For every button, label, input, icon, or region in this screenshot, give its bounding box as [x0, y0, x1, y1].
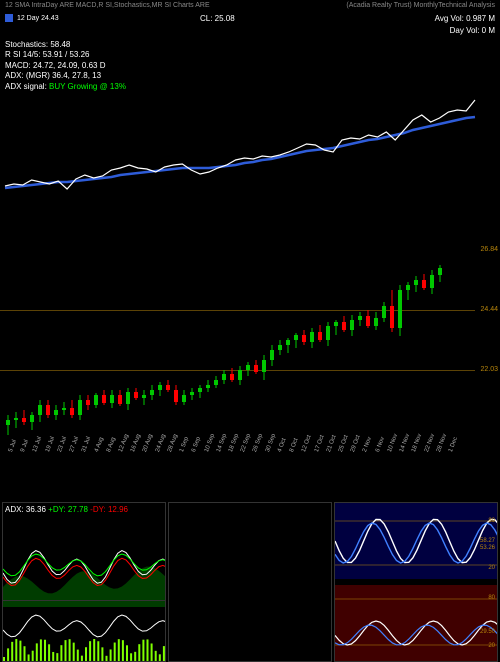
candle-chart-panel: 26.8424.4422.03: [0, 240, 500, 440]
date-axis: 5 Jul9 Jul13 Jul19 Jul23 Jul27 Jul31 Jul…: [0, 445, 500, 485]
avg-vol: Avg Vol: 0.987 M: [435, 14, 495, 23]
header-right: (Acadia Realty Trust) MonthlyTechnical A…: [346, 2, 495, 9]
header-top-right: (Acadia Realty Trust) MonthlyTechnical A…: [346, 2, 495, 9]
adx-macd-panel: ADX: 36.36 +DY: 27.78 -DY: 12.96: [2, 502, 166, 662]
line-chart-panel: [0, 90, 500, 230]
day-vol: Day Vol: 0 M: [450, 26, 495, 35]
indicator-info: Stochastics: 58.48 R SI 14/5: 53.91 / 53…: [5, 40, 142, 92]
legend-swatch: [5, 14, 13, 22]
line-chart-svg: [0, 90, 500, 230]
intraday-panel: Intra Day Trading Price & MR SI: [168, 502, 332, 662]
adx-val: ADX: (MGR) 36.4, 27.8, 13: [5, 71, 142, 81]
close-price: CL: 25.08: [200, 14, 235, 23]
legend-text: 12 Day 24.43: [17, 15, 59, 22]
ticker-legend: 12 Day 24.43: [5, 14, 59, 22]
bottom-panels: ADX: 36.36 +DY: 27.78 -DY: 12.96 Intra D…: [2, 502, 498, 662]
stochastics-val: Stochastics: 58.48: [5, 40, 142, 50]
macd-val: MACD: 24.72, 24.09, 0.63 D: [5, 61, 142, 71]
rsi-val: R SI 14/5: 53.91 / 53.26: [5, 50, 142, 60]
stochastics-panel: 8058.2753.26208029.5020: [334, 502, 498, 662]
